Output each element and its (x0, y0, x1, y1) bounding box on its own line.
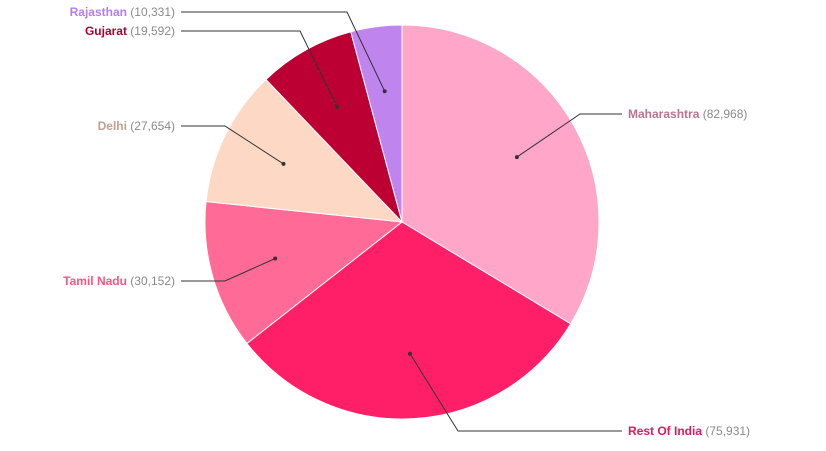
leader-dot-tamil-nadu (273, 256, 278, 261)
slice-label-name: Gujarat (85, 24, 127, 38)
slice-label-value: (30,152) (127, 274, 175, 288)
pie-slice-gujarat (265, 31, 403, 223)
leader-dot-maharashtra (514, 155, 519, 160)
leader-line-rest-of-india (409, 353, 622, 432)
slice-label-value: (10,331) (127, 5, 175, 19)
pie-slice-delhi (205, 78, 404, 223)
slice-label-delhi: Delhi (27,654) (98, 119, 175, 133)
slice-label-value: (75,931) (702, 424, 750, 438)
slice-label-maharashtra: Maharashtra (82,968) (628, 107, 747, 121)
leader-dot-rest-of-india (408, 351, 412, 356)
slice-label-name: Tamil Nadu (63, 274, 127, 288)
slice-label-value: (82,968) (699, 107, 747, 121)
slice-label-value: (19,592) (127, 24, 175, 38)
leader-dot-gujarat (335, 105, 340, 109)
leader-dot-rajasthan (382, 89, 387, 94)
pie-slice-rest-of-india (246, 221, 572, 420)
leader-line-delhi (181, 125, 284, 165)
slice-label-tamil-nadu: Tamil Nadu (30,152) (63, 274, 175, 288)
pie-slice-maharashtra (401, 24, 600, 325)
slice-label-name: Delhi (98, 119, 127, 133)
slice-label-rajasthan: Rajasthan (10,331) (70, 5, 175, 19)
pie-slices (204, 24, 600, 420)
pie-slice-tamil-nadu (204, 201, 404, 345)
slice-label-rest-of-india: Rest Of India (75,931) (628, 424, 750, 438)
leader-line-rajasthan (181, 11, 386, 92)
leader-line-gujarat (181, 30, 338, 108)
slice-label-value: (27,654) (127, 119, 175, 133)
slice-label-name: Maharashtra (628, 107, 700, 121)
slice-label-name: Rest Of India (628, 424, 702, 438)
leader-line-maharashtra (516, 113, 622, 158)
slice-label-gujarat: Gujarat (19,592) (85, 24, 175, 38)
pie-slice-rajasthan (350, 24, 403, 223)
leader-line-tamil-nadu (181, 258, 276, 282)
leader-dot-delhi (281, 161, 286, 166)
pie-labels: Maharashtra (82,968) Rest Of India (75,93… (63, 5, 750, 438)
slice-label-name: Rajasthan (70, 5, 127, 19)
